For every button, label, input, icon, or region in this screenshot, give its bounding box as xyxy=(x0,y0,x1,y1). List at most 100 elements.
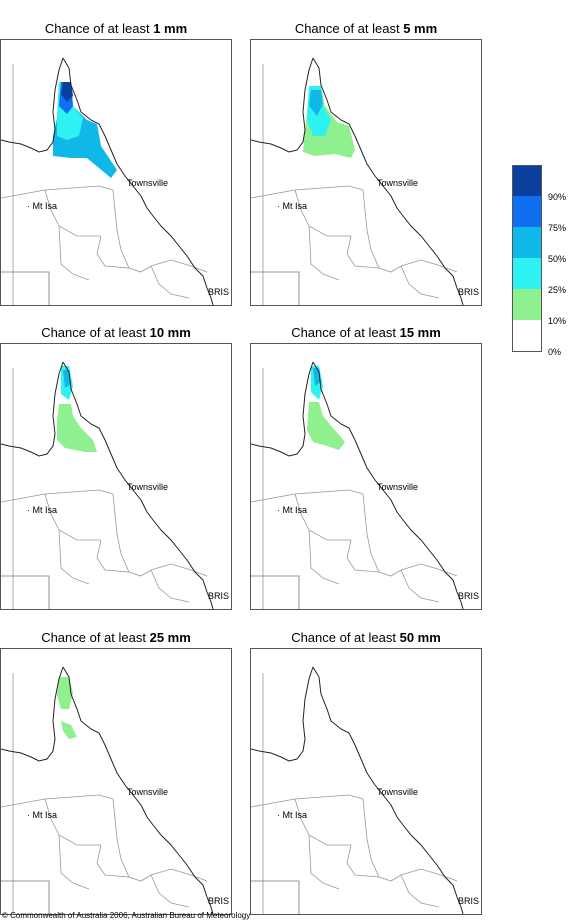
town-label-brisbane: BRIS xyxy=(458,591,480,601)
legend-tick-25: 25% xyxy=(548,285,567,295)
district-boundary xyxy=(346,844,380,878)
coastline xyxy=(62,666,214,914)
inset-frame xyxy=(251,575,300,609)
town-label-mt-isa: · Mt Isa xyxy=(27,810,58,820)
legend-swatch-10-25 xyxy=(512,289,542,320)
district-boundary xyxy=(112,493,152,577)
district-boundary xyxy=(44,798,101,846)
district-boundary xyxy=(112,798,152,882)
map-outline xyxy=(1,666,214,914)
district-boundary xyxy=(150,265,190,299)
district-boundary xyxy=(294,798,351,846)
inset-frame xyxy=(1,575,50,609)
coastline xyxy=(312,361,464,609)
district-boundary xyxy=(150,563,208,577)
probability-shading xyxy=(61,721,77,739)
map-outline xyxy=(251,57,464,305)
district-boundary xyxy=(1,489,114,503)
district-boundary xyxy=(150,874,190,908)
district-boundary xyxy=(362,189,402,273)
town-label-brisbane: BRIS xyxy=(458,287,480,297)
panel-title: Chance of at least 15 mm xyxy=(291,325,441,340)
copyright-notice: © Commonwealth of Australia 2006, Austra… xyxy=(2,911,251,920)
legend-swatch-90-100 xyxy=(512,165,542,197)
legend-tick-75: 75% xyxy=(548,223,567,233)
inset-frame xyxy=(1,880,50,914)
probability-shading xyxy=(57,677,73,709)
legend-tick-90: 90% xyxy=(548,192,567,202)
district-boundary xyxy=(400,874,440,908)
queensland-map: Townsville · Mt Isa BRIS xyxy=(250,343,482,610)
town-label-mt-isa: · Mt Isa xyxy=(27,201,58,211)
town-label-mt-isa: · Mt Isa xyxy=(277,505,308,515)
probability-shading xyxy=(309,90,323,116)
district-boundary xyxy=(294,493,351,541)
district-boundary xyxy=(308,834,340,890)
district-boundary xyxy=(294,189,351,237)
legend-swatch-50-75 xyxy=(512,227,542,258)
town-label-mt-isa: · Mt Isa xyxy=(277,810,308,820)
legend-swatch-25-50 xyxy=(512,258,542,289)
probability-shading xyxy=(61,82,73,102)
district-boundary xyxy=(150,868,208,882)
district-boundary xyxy=(58,529,90,585)
legend-swatch-75-90 xyxy=(512,196,542,227)
map-outline xyxy=(1,361,214,609)
town-label-townsville: Townsville xyxy=(377,787,419,797)
coastline xyxy=(1,666,64,762)
district-boundary xyxy=(96,539,130,573)
map-outline xyxy=(251,361,464,609)
coastline xyxy=(62,361,214,609)
panel-title: Chance of at least 1 mm xyxy=(44,21,188,36)
inset-frame xyxy=(251,880,300,914)
coastline xyxy=(251,361,314,457)
probability-shading xyxy=(307,402,345,450)
queensland-map: Townsville · Mt Isa BRIS xyxy=(0,39,232,306)
coastline xyxy=(251,666,314,762)
town-label-brisbane: BRIS xyxy=(208,896,230,906)
coastline xyxy=(62,57,214,305)
district-boundary xyxy=(400,265,440,299)
district-boundary xyxy=(44,493,101,541)
legend-tick-10: 10% xyxy=(548,316,567,326)
district-boundary xyxy=(251,794,364,808)
town-label-brisbane: BRIS xyxy=(208,287,230,297)
district-boundary xyxy=(96,235,130,269)
queensland-map: Townsville · Mt Isa BRIS xyxy=(0,343,232,610)
map-outline xyxy=(251,666,464,914)
coastline xyxy=(312,57,464,305)
coastline xyxy=(251,57,314,153)
legend-swatch-0-10 xyxy=(512,320,542,352)
district-boundary xyxy=(96,844,130,878)
town-label-townsville: Townsville xyxy=(377,482,419,492)
district-boundary xyxy=(400,868,458,882)
town-label-mt-isa: · Mt Isa xyxy=(27,505,58,515)
town-label-townsville: Townsville xyxy=(127,482,169,492)
district-boundary xyxy=(362,798,402,882)
legend-tick-50: 50% xyxy=(548,254,567,264)
town-label-townsville: Townsville xyxy=(127,178,169,188)
probability-shading xyxy=(57,404,97,452)
district-boundary xyxy=(150,259,208,273)
coastline xyxy=(1,57,64,153)
district-boundary xyxy=(58,834,90,890)
town-label-townsville: Townsville xyxy=(127,787,169,797)
map-outline xyxy=(1,57,214,305)
district-boundary xyxy=(251,185,364,199)
district-boundary xyxy=(308,529,340,585)
district-boundary xyxy=(251,489,364,503)
district-boundary xyxy=(112,189,152,273)
queensland-map: Townsville · Mt Isa BRIS xyxy=(0,648,232,915)
town-label-brisbane: BRIS xyxy=(458,896,480,906)
inset-frame xyxy=(1,271,50,305)
district-boundary xyxy=(150,569,190,603)
district-boundary xyxy=(58,225,90,281)
coastline xyxy=(1,361,64,457)
district-boundary xyxy=(346,539,380,573)
district-boundary xyxy=(308,225,340,281)
district-boundary xyxy=(44,189,101,237)
coastline xyxy=(312,666,464,914)
district-boundary xyxy=(400,569,440,603)
inset-frame xyxy=(251,271,300,305)
district-boundary xyxy=(1,185,114,199)
